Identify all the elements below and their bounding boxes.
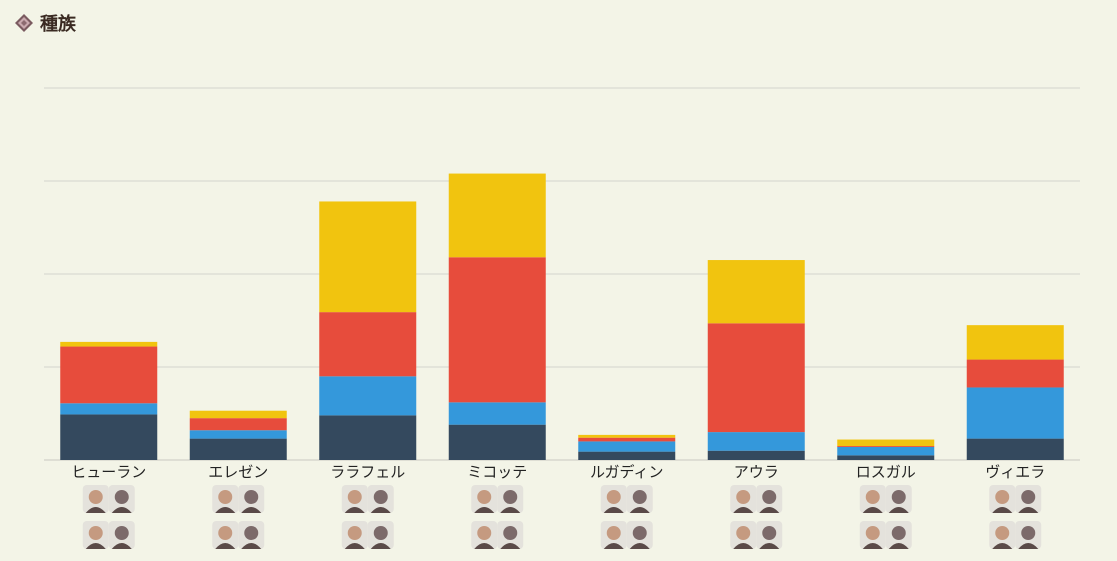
portrait-icon — [626, 485, 653, 513]
portrait-icon — [600, 521, 627, 549]
portrait-icon — [238, 521, 265, 549]
portrait-icon — [885, 485, 912, 513]
category-label: エレゼン — [208, 463, 268, 481]
category-label: ミコッテ — [467, 463, 527, 481]
diamond-icon — [15, 14, 33, 32]
category-label: ルガディン — [590, 463, 664, 481]
bar-segment — [966, 387, 1064, 439]
portrait-icon — [212, 485, 239, 513]
bar-segment — [966, 359, 1064, 388]
bar-segment — [319, 312, 417, 377]
portrait-icon — [885, 521, 912, 549]
bar-segment — [837, 446, 935, 447]
portrait-icon — [730, 485, 757, 513]
bar-segment — [707, 260, 805, 324]
bar-segment — [578, 437, 676, 442]
bar-segment — [189, 418, 287, 431]
bar-segment — [448, 173, 546, 258]
portrait-icon — [730, 521, 757, 549]
bar-segment — [837, 439, 935, 447]
portrait-icon — [238, 485, 265, 513]
portrait-icon — [989, 521, 1016, 549]
bar-segment — [60, 346, 158, 404]
bar-segment — [189, 410, 287, 419]
category-label: ヴィエラ — [985, 463, 1045, 481]
bar-segment — [707, 432, 805, 451]
bar-segment — [837, 455, 935, 460]
portrait-icon — [626, 521, 653, 549]
portrait-icon — [341, 485, 368, 513]
portrait-icon — [756, 521, 783, 549]
bar-segment — [319, 376, 417, 416]
portrait-icon — [1015, 485, 1042, 513]
bar-segment — [578, 434, 676, 438]
bar-segment — [966, 325, 1064, 360]
portrait-icon — [859, 485, 886, 513]
portrait-icon — [859, 521, 886, 549]
bar-segment — [189, 430, 287, 439]
bar-segment — [189, 438, 287, 460]
bar-segment — [60, 403, 158, 415]
bar-segment — [707, 450, 805, 460]
portrait-icon — [471, 485, 498, 513]
bar-segment — [319, 201, 417, 313]
portrait-icon — [497, 521, 524, 549]
portrait-icon — [600, 485, 627, 513]
bar-segment — [319, 415, 417, 460]
bar-segment — [60, 414, 158, 460]
category-label: アウラ — [734, 463, 779, 481]
portrait-icon — [497, 485, 524, 513]
category-label: ヒューラン — [71, 463, 146, 481]
bar-segment — [837, 446, 935, 456]
bar-segment — [60, 341, 158, 347]
portrait-icon — [367, 521, 394, 549]
bar-segment — [707, 323, 805, 433]
portrait-icon — [82, 485, 109, 513]
portrait-icon — [108, 485, 135, 513]
portrait-icon — [212, 521, 239, 549]
bar-segment — [966, 438, 1064, 460]
portrait-icon — [367, 485, 394, 513]
portrait-icon — [82, 521, 109, 549]
category-label: ロスガル — [856, 463, 916, 481]
bar-segment — [448, 402, 546, 425]
portrait-icon — [471, 521, 498, 549]
portrait-icon — [989, 485, 1016, 513]
portrait-icon — [341, 521, 368, 549]
category-label: ララフェル — [330, 463, 405, 481]
bar-segment — [578, 441, 676, 452]
section-title: 種族 — [40, 14, 76, 35]
portrait-icon — [756, 485, 783, 513]
portrait-icon — [1015, 521, 1042, 549]
bar-segment — [448, 257, 546, 403]
bar-segment — [578, 451, 676, 460]
portrait-icon — [108, 521, 135, 549]
section-header: 種族 — [14, 10, 76, 36]
bar-segment — [448, 424, 546, 460]
